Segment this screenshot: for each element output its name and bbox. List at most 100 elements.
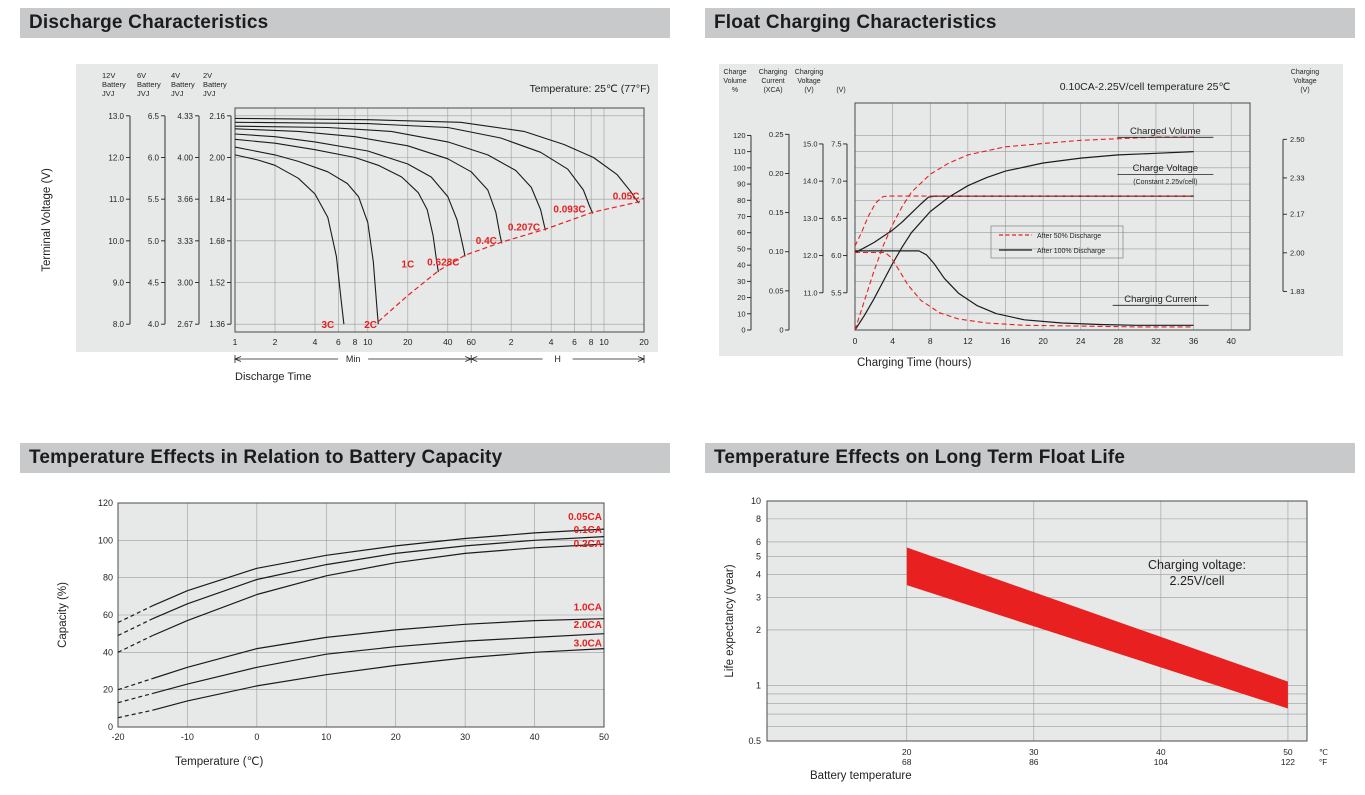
plot-border	[766, 500, 1308, 742]
y-axis-header: JVJ	[203, 89, 216, 98]
y-tick-label: 30	[737, 277, 745, 286]
series-1c	[234, 138, 439, 273]
y-tick-label: 4.00	[177, 153, 193, 162]
axis-header: Volume	[723, 78, 746, 85]
axis-header: (V)	[804, 87, 813, 94]
y-tick-label: 10	[751, 496, 761, 506]
x-tick-label-celsius: 30	[1029, 747, 1039, 757]
section-title: Float Charging Characteristics	[714, 12, 997, 33]
x-tick-label: 60	[466, 337, 476, 347]
x-tick-label: 0	[853, 336, 858, 346]
curve-label-0.093c: 0.093C	[553, 205, 585, 216]
plot-border	[234, 107, 645, 333]
y-tick-label: 2.50	[1290, 135, 1305, 144]
curve-label-1c: 1C	[401, 259, 414, 270]
x-tick-label: -20	[111, 732, 124, 742]
axis-header: (V)	[1300, 87, 1309, 94]
curve-label-3.0ca: 3.0CA	[574, 639, 602, 650]
curve-label-3c: 3C	[321, 320, 334, 331]
y-tick-label: 3	[756, 592, 761, 602]
chart-panel	[76, 64, 658, 352]
section-title-bar: Temperature Effects in Relation to Batte…	[20, 443, 670, 473]
y-axis-header: Battery	[102, 80, 126, 89]
x-unit-celsius: ℃	[1319, 748, 1328, 757]
series-0.2ca	[152, 543, 605, 637]
section-title-bar: Temperature Effects on Long Term Float L…	[705, 443, 1355, 473]
series-dashed-2.0ca	[117, 692, 153, 704]
curve-label-0.4c: 0.4C	[476, 236, 497, 247]
series-dashed-1.0ca	[117, 677, 153, 691]
axis-header: Charging	[1291, 69, 1320, 76]
x-tick-label-celsius: 40	[1156, 747, 1166, 757]
y-tick-label: 6.5	[831, 214, 841, 223]
x-tick-label: 20	[1038, 336, 1048, 346]
y-tick-label: 3.00	[177, 279, 193, 288]
y-tick-label: 100	[733, 163, 746, 172]
y-tick-label: 4.5	[148, 279, 160, 288]
x-tick-label: 6	[572, 337, 577, 347]
y-axis-header: JVJ	[102, 89, 115, 98]
x-tick-label: 4	[549, 337, 554, 347]
y-tick-label: 20	[103, 685, 113, 695]
y-tick-label: 100	[98, 535, 113, 545]
y-tick-label: 6.0	[831, 251, 841, 260]
y-axis-header: 4V	[171, 71, 180, 80]
x-tick-label-celsius: 20	[902, 747, 912, 757]
y-tick-label: 80	[103, 573, 113, 583]
y-tick-label: 60	[103, 610, 113, 620]
chart-annotation: 2.25V/cell	[1170, 574, 1225, 588]
legend-box	[990, 225, 1124, 259]
curve-label-charge-voltage: Charge Voltage	[1133, 163, 1199, 174]
float-life-chart: 1086543210.5206830864010450122℃°FChargin…	[724, 496, 1328, 782]
x-tick-label: 40	[1226, 336, 1236, 346]
x-tick-label-fahrenheit: 104	[1154, 757, 1168, 767]
arrow-label-bg	[542, 353, 573, 365]
y-tick-label: 2.33	[1290, 173, 1305, 182]
series-charged-volume-after-100-discharge-	[854, 151, 1194, 331]
x-tick-label-fahrenheit: 68	[902, 757, 912, 767]
discharge-characteristics-chart: 1 2 4 6 8 10 20 40 60 2 4 6 8 10 20 Min H Discharge Time T…	[41, 64, 658, 383]
y-tick-label: 8.0	[113, 320, 125, 329]
axis-header: Charging	[795, 69, 824, 76]
y-tick-label: 13.0	[108, 112, 124, 121]
y-tick-label: 6	[756, 537, 761, 547]
y-tick-label: 80	[737, 196, 745, 205]
x-axis-title: Discharge Time	[235, 371, 311, 383]
x-tick-label: 1	[233, 337, 238, 347]
axis-header: (V)	[836, 87, 845, 94]
curve-label-charged-volume: Charged Volume	[1130, 126, 1201, 137]
x-tick-label: -10	[181, 732, 194, 742]
section-title-bar: Discharge Characteristics	[20, 8, 670, 38]
plot-border	[854, 102, 1251, 331]
section-title: Temperature Effects on Long Term Float L…	[714, 447, 1126, 468]
temperature-capacity-chart: 0 20 40 60 80 100 120 -20 -10 0 10 20 30 40 50 Capacity…	[57, 498, 609, 768]
series-charging-current-after-50-discharge-	[855, 251, 1194, 328]
axis-header: %	[732, 87, 738, 94]
curve-label-0.2ca: 0.2CA	[574, 539, 602, 550]
x-tick-label: 20	[403, 337, 413, 347]
curve-label-0.05ca: 0.05CA	[568, 512, 602, 523]
x-axis-title: Temperature (℃)	[175, 756, 263, 768]
x-tick-label-fahrenheit: 122	[1281, 757, 1295, 767]
y-tick-label: 2.00	[209, 153, 225, 162]
y-tick-label: 2	[756, 625, 761, 635]
section-temp-capacity: Temperature Effects in Relation to Batte…	[20, 443, 670, 781]
y-tick-label: 0	[741, 326, 745, 335]
x-tick-label: 10	[599, 337, 609, 347]
section-discharge: Discharge Characteristics 1 2 4 6 8 10 20 40 60 2…	[20, 8, 670, 393]
axis-header: (XCA)	[763, 87, 782, 94]
section-float-life: Temperature Effects on Long Term Float L…	[705, 443, 1355, 791]
y-tick-label: 5	[756, 552, 761, 562]
x-tick-label: 36	[1189, 336, 1199, 346]
y-tick-label: 13.0	[803, 214, 818, 223]
y-tick-label: 3.66	[177, 195, 193, 204]
y-tick-label: 12.0	[108, 153, 124, 162]
axis-unit-label: H	[554, 354, 561, 364]
y-tick-label: 10.0	[108, 237, 124, 246]
y-tick-label: 5.5	[148, 195, 160, 204]
y-tick-label: 1	[756, 680, 761, 690]
y-axis-header: 2V	[203, 71, 212, 80]
series-0.05ca	[152, 528, 605, 607]
series-charged-volume-after-50-discharge-	[854, 136, 1194, 331]
y-axis-header: Battery	[137, 80, 161, 89]
